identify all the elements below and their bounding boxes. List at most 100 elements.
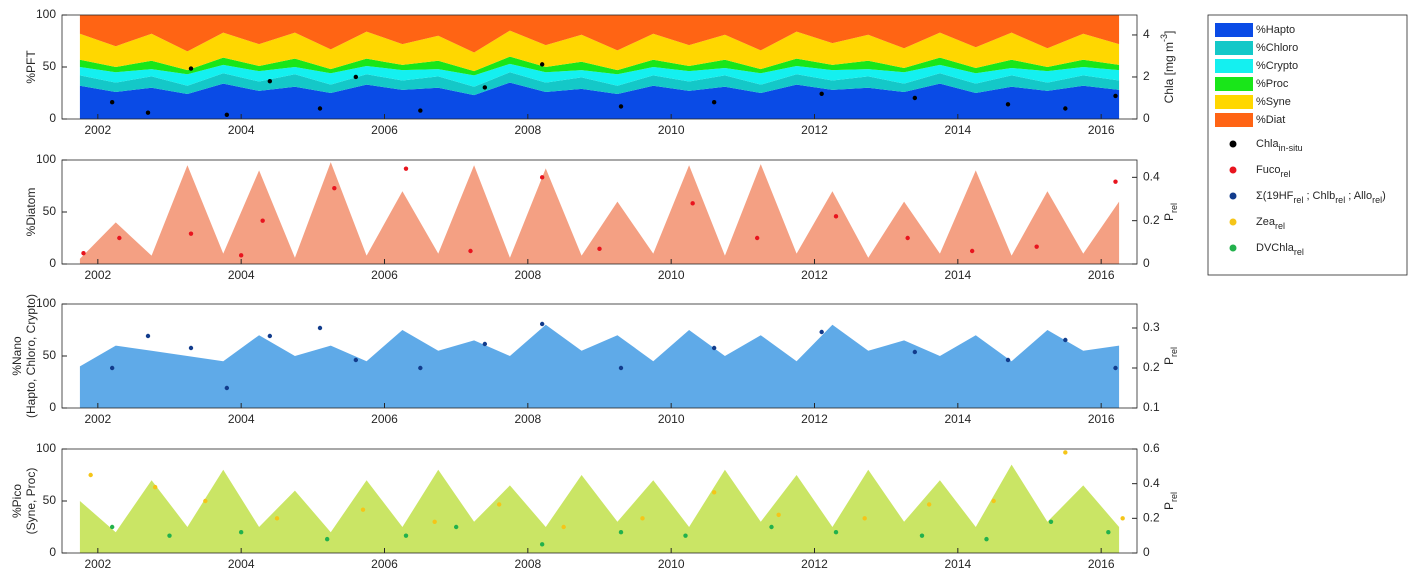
x-tick-label: 2006	[371, 557, 398, 571]
data-point	[432, 519, 437, 524]
x-tick-label: 2008	[514, 412, 541, 426]
data-point	[117, 235, 122, 241]
y2-tick-label: 0.4	[1143, 170, 1160, 184]
x-tick-label: 2012	[801, 557, 828, 571]
area	[79, 15, 1120, 53]
legend-label: Zearel	[1256, 216, 1285, 231]
x-tick-label: 2016	[1088, 557, 1115, 571]
label-text: P	[1162, 357, 1176, 365]
data-point	[690, 201, 695, 206]
legend-swatch	[1215, 23, 1253, 37]
data-point	[711, 99, 717, 105]
legend-swatch	[1215, 59, 1253, 73]
data-point	[711, 345, 717, 351]
x-tick-label: 2016	[1088, 123, 1115, 137]
data-point	[1063, 337, 1068, 343]
x-tick-label: 2010	[658, 123, 685, 137]
x-tick-label: 2016	[1088, 412, 1115, 426]
data-point	[905, 235, 910, 241]
area	[79, 56, 1120, 76]
label-text: P	[1162, 502, 1176, 510]
data-point	[919, 533, 925, 538]
data-point	[926, 502, 932, 507]
y-axis-label: (Syne, Proc)	[24, 468, 38, 535]
legend-box	[1207, 14, 1408, 276]
data-point	[618, 530, 624, 535]
data-point	[317, 106, 323, 111]
legend-marker	[1229, 140, 1237, 148]
y-axis-label: %Pico	[10, 484, 24, 518]
legend-label: %Chloro	[1256, 42, 1298, 54]
script-text: rel	[1293, 195, 1303, 205]
data-point	[238, 530, 244, 535]
data-point	[224, 112, 230, 117]
data-point	[81, 250, 86, 256]
label-text: ]	[1162, 31, 1176, 34]
data-point	[833, 530, 839, 535]
data-point	[991, 498, 996, 504]
script-text: rel	[1275, 221, 1285, 231]
label-text: ; Chlb	[1303, 190, 1335, 202]
y-tick-label: 0	[49, 111, 56, 125]
data-point	[152, 484, 158, 490]
data-point	[260, 218, 265, 223]
data-point	[353, 357, 359, 363]
data-point	[267, 78, 273, 84]
x-tick-label: 2002	[84, 123, 111, 137]
label-text: Chla	[1256, 138, 1280, 150]
area	[79, 162, 1120, 264]
data-point	[403, 166, 409, 171]
legend-label: %Hapto	[1256, 24, 1295, 36]
data-point	[819, 329, 824, 335]
data-point	[912, 95, 918, 101]
data-point	[969, 248, 975, 254]
data-point	[145, 333, 151, 339]
y-tick-label: 50	[43, 348, 57, 362]
panel: 0 50 100 0 0.2 0.4 0.6 2002 2004 2006 2008 2010 2012…	[10, 441, 1179, 571]
y-tick-label: 0	[49, 256, 56, 270]
data-point	[496, 502, 502, 507]
script-text: rel	[1169, 492, 1179, 502]
data-point	[711, 490, 717, 495]
label-text: ; Allo	[1345, 190, 1372, 202]
y2-axis-label: Prel	[1162, 203, 1179, 221]
data-point	[1048, 519, 1054, 524]
x-tick-label: 2008	[514, 557, 541, 571]
label-text: )	[1382, 190, 1386, 202]
data-point	[1063, 450, 1068, 455]
data-point	[1120, 516, 1125, 521]
x-tick-label: 2002	[84, 557, 111, 571]
y2-tick-label: 0.4	[1143, 476, 1160, 490]
legend-label: %Syne	[1256, 96, 1291, 108]
label-text: P	[1162, 213, 1176, 221]
area	[79, 82, 1120, 119]
y2-tick-label: 0.2	[1143, 360, 1160, 374]
y2-tick-label: 0.2	[1143, 511, 1160, 525]
data-point	[833, 214, 839, 219]
legend-swatch	[1215, 41, 1253, 55]
x-tick-label: 2010	[658, 412, 685, 426]
script-text: rel	[1335, 195, 1345, 205]
area	[79, 324, 1120, 408]
y2-tick-label: 0.3	[1143, 320, 1160, 334]
data-point	[238, 253, 244, 258]
data-point	[482, 341, 488, 347]
label-text: Fuco	[1256, 164, 1280, 176]
legend-swatch	[1215, 113, 1253, 127]
data-point	[109, 524, 115, 530]
data-point	[1005, 357, 1011, 363]
data-point	[418, 108, 423, 113]
y2-tick-label: 4	[1143, 27, 1150, 41]
y-axis-label: %Nano	[10, 336, 24, 376]
data-point	[618, 104, 624, 109]
data-point	[1113, 93, 1118, 99]
data-point	[317, 325, 323, 331]
x-tick-label: 2016	[1088, 268, 1115, 282]
data-point	[1113, 365, 1118, 371]
script-text: rel	[1294, 247, 1304, 257]
y-tick-label: 50	[43, 493, 57, 507]
legend-label: Fucorel	[1256, 164, 1290, 179]
data-point	[618, 365, 624, 371]
data-point	[109, 99, 115, 105]
